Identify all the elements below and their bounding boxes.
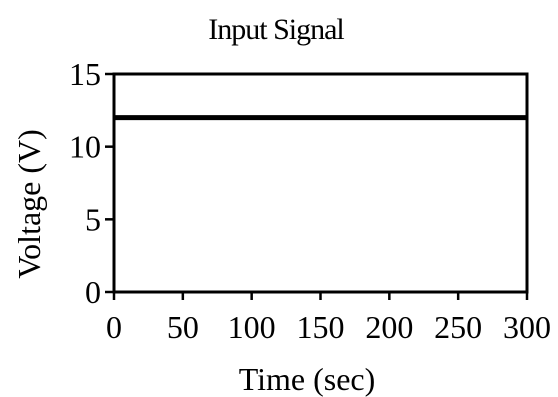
x-axis: 0 50 100 150 200 250 300 bbox=[106, 292, 551, 345]
x-axis-label: Time (sec) bbox=[239, 361, 376, 397]
x-tick-label: 0 bbox=[106, 309, 122, 345]
y-axis-label: Voltage (V) bbox=[11, 129, 47, 279]
x-tick-label: 100 bbox=[228, 309, 276, 345]
y-tick-label: 10 bbox=[69, 129, 101, 165]
x-tick-label: 300 bbox=[503, 309, 551, 345]
y-tick-label: 0 bbox=[85, 274, 101, 310]
y-tick-label: 5 bbox=[85, 201, 101, 237]
y-axis: 0 5 10 15 bbox=[69, 56, 114, 310]
chart-title: Input Signal bbox=[208, 13, 344, 46]
x-tick-label: 250 bbox=[434, 309, 482, 345]
plot-frame bbox=[112, 72, 529, 294]
y-tick-label: 15 bbox=[69, 56, 101, 92]
x-tick-label: 150 bbox=[297, 309, 345, 345]
plot-area bbox=[112, 72, 529, 294]
x-tick-label: 200 bbox=[365, 309, 413, 345]
x-tick-label: 50 bbox=[167, 309, 199, 345]
